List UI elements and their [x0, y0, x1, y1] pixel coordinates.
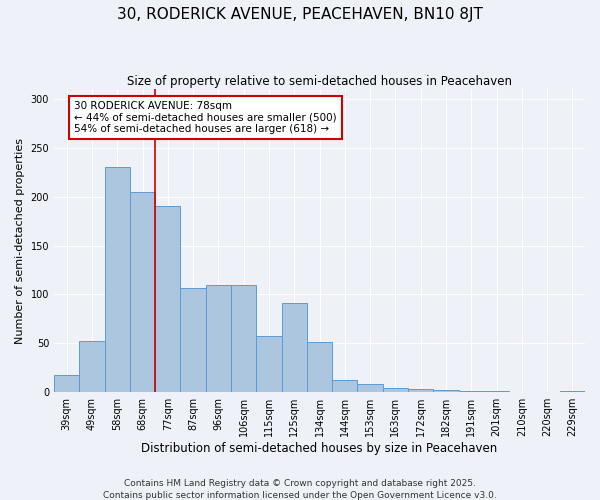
Bar: [155, 206, 181, 392]
X-axis label: Distribution of semi-detached houses by size in Peacehaven: Distribution of semi-detached houses by …: [142, 442, 497, 455]
Bar: [256, 336, 281, 392]
Bar: [458, 391, 484, 392]
Bar: [307, 342, 332, 392]
Bar: [560, 391, 585, 392]
Title: Size of property relative to semi-detached houses in Peacehaven: Size of property relative to semi-detach…: [127, 75, 512, 88]
Bar: [281, 304, 307, 392]
Bar: [130, 192, 155, 392]
Text: 30 RODERICK AVENUE: 78sqm
← 44% of semi-detached houses are smaller (500)
54% of: 30 RODERICK AVENUE: 78sqm ← 44% of semi-…: [74, 101, 337, 134]
Text: Contains HM Land Registry data © Crown copyright and database right 2025.
Contai: Contains HM Land Registry data © Crown c…: [103, 478, 497, 500]
Bar: [433, 390, 458, 392]
Bar: [206, 284, 231, 392]
Bar: [408, 390, 433, 392]
Bar: [54, 374, 79, 392]
Bar: [104, 168, 130, 392]
Y-axis label: Number of semi-detached properties: Number of semi-detached properties: [15, 138, 25, 344]
Text: 30, RODERICK AVENUE, PEACEHAVEN, BN10 8JT: 30, RODERICK AVENUE, PEACEHAVEN, BN10 8J…: [117, 8, 483, 22]
Bar: [181, 288, 206, 392]
Bar: [231, 284, 256, 392]
Bar: [358, 384, 383, 392]
Bar: [79, 342, 104, 392]
Bar: [332, 380, 358, 392]
Bar: [484, 391, 509, 392]
Bar: [383, 388, 408, 392]
